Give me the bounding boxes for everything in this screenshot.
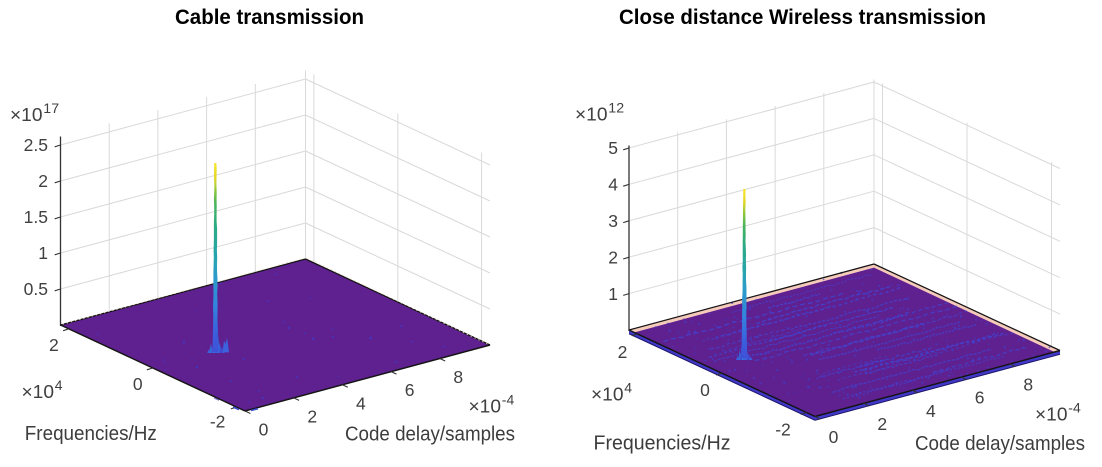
svg-text:1.5: 1.5 — [24, 207, 48, 227]
svg-text:4: 4 — [926, 401, 936, 421]
svg-text:×10: ×10 — [591, 385, 624, 405]
svg-text:4: 4 — [608, 175, 618, 195]
svg-text:0: 0 — [700, 380, 710, 400]
svg-text:0: 0 — [259, 420, 269, 440]
svg-text:8: 8 — [1023, 375, 1033, 395]
svg-text:2: 2 — [307, 406, 317, 426]
svg-text:6: 6 — [975, 388, 985, 408]
svg-text:2: 2 — [38, 171, 48, 191]
svg-text:3: 3 — [608, 211, 618, 231]
svg-text:8: 8 — [453, 367, 463, 387]
svg-text:×10: ×10 — [575, 105, 608, 125]
svg-text:4: 4 — [356, 393, 366, 413]
svg-text:0: 0 — [133, 374, 143, 394]
svg-text:-4: -4 — [502, 392, 515, 408]
svg-text:2.5: 2.5 — [24, 135, 48, 155]
svg-text:-2: -2 — [775, 420, 791, 440]
svg-text:17: 17 — [43, 100, 59, 116]
svg-text:2: 2 — [608, 247, 618, 267]
svg-text:Code delay/samples: Code delay/samples — [915, 432, 1085, 455]
svg-text:Frequencies/Hz: Frequencies/Hz — [594, 432, 731, 455]
svg-text:2: 2 — [618, 342, 628, 362]
svg-text:×10: ×10 — [1035, 405, 1068, 425]
svg-text:×10: ×10 — [469, 397, 502, 417]
svg-text:5: 5 — [608, 138, 618, 158]
svg-text:1: 1 — [608, 284, 618, 304]
svg-text:Cable transmission: Cable transmission — [175, 6, 364, 29]
svg-text:-4: -4 — [1068, 400, 1081, 416]
svg-text:12: 12 — [608, 100, 624, 116]
svg-text:0.5: 0.5 — [24, 279, 48, 299]
svg-text:2: 2 — [877, 414, 887, 434]
svg-text:×10: ×10 — [22, 382, 55, 402]
svg-text:1: 1 — [38, 243, 48, 263]
svg-text:0: 0 — [829, 427, 839, 447]
svg-text:6: 6 — [405, 380, 415, 400]
svg-text:-2: -2 — [210, 412, 226, 432]
svg-text:2: 2 — [49, 335, 59, 355]
svg-text:Close distance Wireless transm: Close distance Wireless transmission — [619, 6, 986, 29]
svg-text:Frequencies/Hz: Frequencies/Hz — [25, 422, 157, 445]
svg-text:Code delay/samples: Code delay/samples — [345, 423, 515, 446]
svg-text:×10: ×10 — [10, 105, 43, 125]
svg-text:4: 4 — [55, 377, 63, 393]
svg-text:4: 4 — [624, 380, 632, 396]
